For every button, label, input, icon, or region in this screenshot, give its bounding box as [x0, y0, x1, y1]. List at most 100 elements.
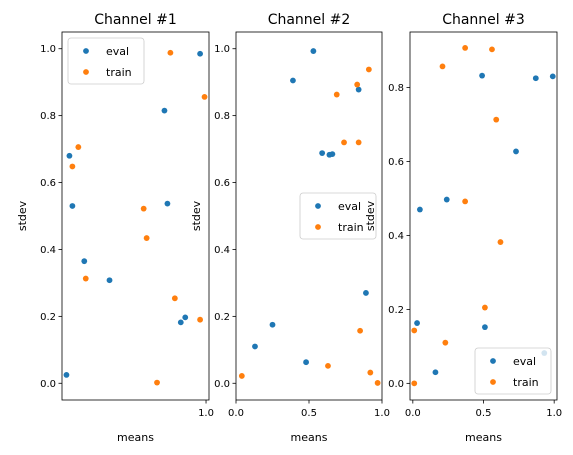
point-eval	[63, 372, 70, 378]
point-eval	[329, 151, 336, 158]
point-eval	[81, 258, 88, 265]
point-train	[462, 198, 469, 205]
plot-frame	[235, 31, 383, 401]
point-eval	[414, 320, 420, 326]
legend-marker-train	[315, 224, 321, 230]
point-eval	[532, 75, 539, 82]
y-tick-label: 0.4	[388, 231, 404, 242]
point-train	[154, 379, 160, 386]
legend: eval train	[67, 37, 145, 85]
y-tick-label: 0.2	[388, 305, 404, 316]
y-tick-label: 0.8	[388, 83, 404, 94]
point-eval	[164, 200, 171, 207]
point-eval	[310, 48, 317, 54]
point-eval	[513, 148, 519, 155]
plot-area	[410, 32, 557, 400]
legend-marker-eval	[490, 358, 496, 364]
point-eval	[416, 206, 423, 213]
y-tick-label: 0.0	[388, 379, 404, 390]
point-train	[167, 49, 174, 56]
point-train	[482, 304, 488, 311]
point-train	[171, 295, 178, 302]
x-axis-label: means	[117, 431, 154, 444]
point-train	[411, 327, 418, 334]
point-eval	[363, 290, 369, 296]
point-train	[238, 373, 245, 379]
plot-area	[62, 32, 209, 400]
y-tick-label: 1.0	[40, 44, 56, 55]
x-tick-label: 1.0	[374, 408, 390, 419]
point-train	[357, 327, 363, 334]
point-train	[75, 144, 82, 150]
subplot-channel-3: Channel #3 0.0 0.2 0.4 0.6 0.8 0.0 0.5 1.0 means s…	[364, 12, 562, 444]
legend: eval train	[299, 192, 377, 240]
point-eval	[432, 369, 439, 376]
plot-frame	[61, 31, 210, 401]
legend-label-train: train	[106, 66, 132, 79]
y-tick-label: 0.6	[214, 178, 230, 189]
y-tick-label: 0.6	[388, 157, 404, 168]
point-train	[355, 139, 362, 146]
plot-frame	[409, 31, 558, 401]
point-eval	[290, 77, 296, 84]
legend-marker-train	[490, 379, 496, 385]
point-eval	[319, 150, 326, 157]
x-tick-label: 1.0	[546, 408, 562, 419]
y-tick-label: 0.6	[40, 178, 56, 189]
point-train	[82, 275, 89, 282]
point-eval	[252, 343, 258, 350]
y-tick-label: 0.0	[214, 379, 230, 390]
legend-marker-eval	[315, 203, 321, 209]
point-eval	[106, 277, 113, 284]
legend-label-eval: eval	[106, 45, 129, 58]
point-train	[489, 46, 495, 53]
point-train	[365, 66, 372, 73]
point-train	[140, 205, 147, 212]
legend-label-train: train	[513, 376, 539, 389]
y-tick-label: 1.0	[214, 44, 230, 55]
y-tick-label: 0.2	[40, 312, 56, 323]
point-eval	[549, 73, 556, 80]
y-tick-label: 0.8	[40, 111, 56, 122]
y-tick-label: 0.8	[214, 111, 230, 122]
point-eval	[69, 203, 76, 209]
x-axis-label: means	[465, 431, 502, 444]
legend: eval train	[474, 347, 552, 395]
y-axis-label: stdev	[16, 200, 29, 231]
point-train	[325, 362, 331, 369]
legend-label-eval: eval	[338, 200, 361, 213]
point-eval	[182, 314, 189, 321]
point-eval	[66, 152, 73, 159]
point-train	[462, 45, 469, 51]
point-train	[333, 91, 340, 98]
x-tick-label: 0.0	[405, 408, 421, 419]
y-axis-label: stdev	[190, 200, 203, 231]
y-tick-label: 0.2	[214, 312, 230, 323]
x-tick-label: 0.5	[476, 408, 492, 419]
legend-label-train: train	[338, 221, 364, 234]
point-train	[341, 139, 347, 146]
x-axis-label: means	[291, 431, 328, 444]
point-train	[354, 81, 361, 88]
point-train	[439, 63, 446, 70]
y-axis-label: stdev	[364, 200, 377, 231]
point-eval	[443, 196, 450, 203]
y-tick-label: 0.4	[214, 245, 230, 256]
point-eval	[482, 324, 488, 331]
point-eval	[197, 50, 203, 57]
x-tick-label: 0.0	[228, 408, 244, 419]
point-eval	[161, 107, 168, 114]
point-train	[197, 316, 203, 323]
point-train	[367, 369, 374, 376]
chart-title: Channel #3	[442, 12, 525, 28]
y-tick-label: 0.0	[40, 379, 56, 390]
chart-title: Channel #2	[268, 12, 351, 28]
point-train	[374, 380, 381, 386]
legend-label-eval: eval	[513, 355, 536, 368]
subplot-channel-1: Channel #1 0.0 0.2 0.4 0.6 0.8 1.0 1.0 means stde…	[16, 12, 214, 444]
legend-marker-train	[83, 69, 89, 75]
point-train	[442, 339, 449, 346]
point-train	[143, 235, 150, 241]
point-train	[201, 94, 208, 100]
